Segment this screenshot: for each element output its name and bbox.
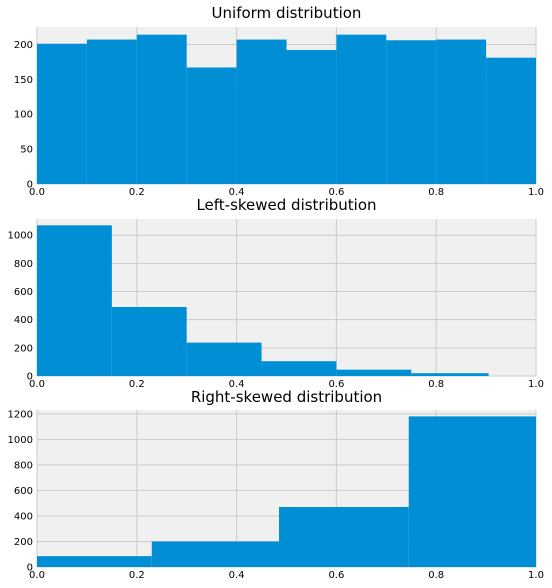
right-skewed-y-tick-label: 600 [14, 486, 33, 497]
uniform-bar-2 [137, 35, 187, 184]
right-skewed-x-tick-label: 0.2 [129, 570, 145, 581]
right-skewed-bar-3 [409, 416, 536, 567]
right-skewed-y-tick-label: 400 [14, 511, 33, 522]
uniform-bar-6 [336, 35, 386, 184]
uniform-y-tick-label: 100 [14, 110, 33, 121]
right-skewed-bar-1 [152, 541, 279, 567]
uniform-y-tick-label: 0 [27, 180, 33, 191]
right-skewed-y-tick-label: 200 [14, 537, 33, 548]
uniform-y-tick-label: 200 [14, 40, 33, 51]
right-skewed-bar-0 [37, 556, 152, 567]
uniform-y-tick-label: 50 [20, 145, 33, 156]
right-skewed-y-tick-label: 0 [27, 563, 33, 574]
right-skewed-x-tick-label: 0.8 [428, 570, 444, 581]
uniform-bar-1 [87, 40, 137, 184]
left-skewed-x-tick-label: 0.2 [129, 379, 145, 390]
left-skewed-y-tick-label: 600 [14, 287, 33, 298]
uniform-y-tick-label: 150 [14, 75, 33, 86]
right-skewed-chart-title: Right-skewed distribution [191, 388, 382, 406]
left-skewed-y-tick-label: 200 [14, 343, 33, 354]
right-skewed-x-tick-label: 1.0 [528, 570, 544, 581]
left-skewed-bar-3 [262, 361, 337, 376]
uniform-x-tick-label: 0.2 [129, 187, 145, 198]
left-skewed-bar-4 [336, 370, 411, 376]
left-skewed-chart-title: Left-skewed distribution [196, 196, 376, 214]
uniform-bar-8 [436, 40, 486, 184]
left-skewed-bar-5 [411, 373, 488, 376]
left-skewed-x-tick-label: 1.0 [528, 379, 544, 390]
uniform-bar-9 [486, 58, 536, 184]
right-skewed-y-tick-label: 1200 [8, 409, 33, 420]
left-skewed-bar-2 [187, 343, 262, 376]
uniform-bar-5 [287, 50, 337, 184]
right-skewed-y-tick-label: 800 [14, 460, 33, 471]
uniform-chart-title: Uniform distribution [212, 4, 362, 22]
left-skewed-y-tick-label: 400 [14, 315, 33, 326]
right-skewed-x-tick-label: 0.4 [229, 570, 245, 581]
right-skewed-x-tick-label: 0.6 [328, 570, 344, 581]
uniform-bar-3 [187, 67, 237, 184]
uniform-bar-7 [386, 40, 436, 184]
left-skewed-x-tick-label: 0.8 [428, 379, 444, 390]
uniform-bar-4 [237, 40, 287, 184]
left-skewed-y-tick-label: 1000 [8, 231, 33, 242]
uniform-x-tick-label: 0.8 [428, 187, 444, 198]
right-skewed-distribution-panel: 0.0 0.2 0.4 0.6 0.8 1.0020040060080010001200R… [8, 388, 544, 581]
left-skewed-distribution-panel: 0.0 0.2 0.4 0.6 0.8 1.002004006008001000Left-… [8, 196, 544, 390]
left-skewed-y-tick-label: 0 [27, 372, 33, 383]
uniform-x-tick-label: 1.0 [528, 187, 544, 198]
left-skewed-bar-1 [112, 307, 187, 376]
uniform-bar-0 [37, 44, 87, 184]
left-skewed-y-tick-label: 800 [14, 259, 33, 270]
right-skewed-bar-2 [279, 507, 409, 567]
left-skewed-bar-0 [37, 225, 112, 376]
right-skewed-y-tick-label: 1000 [8, 435, 33, 446]
